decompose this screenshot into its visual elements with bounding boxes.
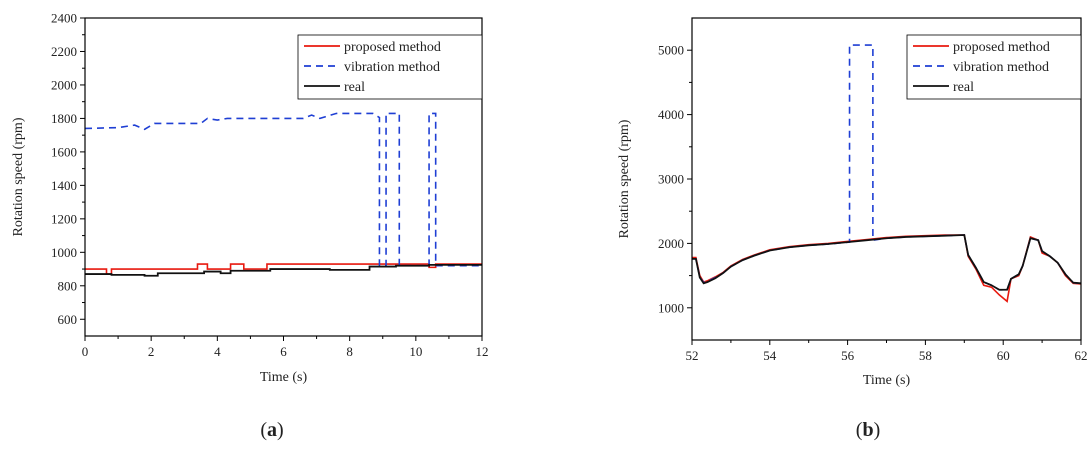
x-tick-label: 2 — [148, 344, 155, 359]
chart-panel-a: 0 2 4 6 8 10 12 600 800 1000 1200 1400 1600 1800 2000 2… — [11, 11, 489, 442]
x-tick-label: 56 — [841, 348, 855, 363]
series-line-real — [692, 234, 1081, 291]
series-line-real — [85, 263, 482, 277]
y-tick-label: 600 — [58, 312, 78, 327]
panel-label-part: ( — [856, 419, 863, 441]
x-tick-label: 0 — [82, 344, 89, 359]
y-tick-label: 5000 — [658, 43, 684, 58]
legend-label: vibration method — [953, 60, 1049, 75]
y-tick-label: 2200 — [51, 44, 77, 59]
series-line-vibration-method — [85, 112, 482, 267]
x-tick-label: 54 — [763, 348, 777, 363]
panel-label-part: b — [862, 419, 873, 441]
legend-label: real — [953, 80, 974, 95]
y-axis-label: Rotation speed (rpm) — [11, 117, 26, 236]
y-axis-label: Rotation speed (rpm) — [617, 119, 632, 238]
y-tick-label: 4000 — [658, 107, 684, 122]
x-axis-label: Time (s) — [260, 370, 308, 385]
x-tick-label: 62 — [1075, 348, 1088, 363]
y-tick-label: 1600 — [51, 144, 77, 159]
x-tick-label: 8 — [346, 344, 353, 359]
legend-label: proposed method — [344, 40, 441, 55]
y-tick-label: 2000 — [658, 236, 684, 251]
panel-label-part: ) — [277, 419, 284, 441]
x-tick-label: 10 — [409, 344, 422, 359]
y-tick-label: 1800 — [51, 111, 77, 126]
chart-panel-b: 52 54 56 58 60 62 1000 2000 3000 4000 5000 Time (s)… — [617, 17, 1088, 441]
x-tick-label: 4 — [214, 344, 221, 359]
panel-label-part: ) — [874, 419, 881, 441]
x-tick-label: 58 — [919, 348, 932, 363]
y-tick-label: 3000 — [658, 172, 684, 187]
x-axis-label: Time (s) — [863, 373, 911, 388]
legend-label: real — [344, 80, 365, 95]
legend: proposed method vibration method real — [297, 34, 483, 100]
panel-label: (a) — [260, 419, 283, 441]
panel-label-part: ( — [260, 419, 267, 441]
legend-label: vibration method — [344, 60, 440, 75]
y-tick-label: 800 — [58, 278, 78, 293]
y-tick-label: 1400 — [51, 178, 77, 193]
y-tick-label: 2000 — [51, 77, 77, 92]
x-tick-label: 6 — [280, 344, 287, 359]
y-tick-label: 1200 — [51, 211, 77, 226]
panel-label: (b) — [856, 419, 880, 441]
legend-label: proposed method — [953, 40, 1050, 55]
legend: proposed method vibration method real — [906, 34, 1082, 100]
y-tick-label: 2400 — [51, 11, 77, 26]
panel-label-part: a — [267, 419, 277, 441]
series-line-proposed-method — [692, 234, 1081, 303]
x-tick-label: 52 — [686, 348, 699, 363]
y-tick-label: 1000 — [51, 245, 77, 260]
y-tick-label: 1000 — [658, 300, 684, 315]
x-tick-label: 12 — [476, 344, 489, 359]
x-tick-label: 60 — [997, 348, 1010, 363]
